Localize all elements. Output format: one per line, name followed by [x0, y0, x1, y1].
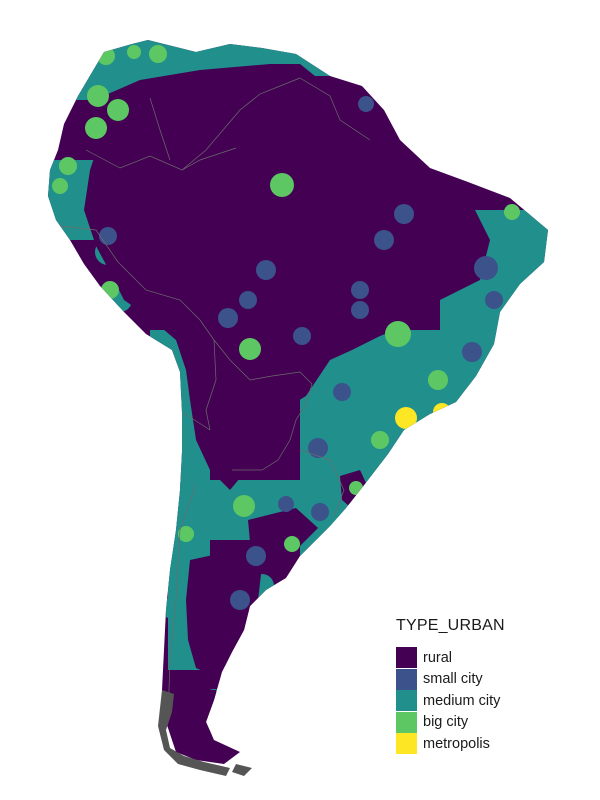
legend-label: metropolis — [423, 735, 490, 752]
legend-label: rural — [423, 649, 453, 666]
legend-item: medium city — [396, 690, 576, 712]
legend-item: rural — [396, 647, 576, 669]
legend-label: small city — [423, 671, 483, 688]
legend-swatch — [396, 733, 417, 755]
legend-label: medium city — [423, 692, 501, 709]
legend-swatch — [396, 668, 417, 690]
legend-items: rural small city medium city big city metrop… — [396, 647, 576, 755]
country-borders — [59, 77, 371, 721]
legend-label: big city — [423, 714, 469, 731]
legend: TYPE_URBAN rural small city medium city big… — [396, 617, 576, 755]
southern-islands — [158, 690, 252, 776]
legend-item: small city — [396, 668, 576, 691]
legend-title: TYPE_URBAN — [396, 617, 505, 634]
legend-swatch — [396, 647, 417, 669]
legend-swatch — [396, 690, 417, 712]
legend-item: metropolis — [396, 733, 576, 755]
big-city-hexes — [52, 45, 520, 552]
legend-swatch — [396, 711, 417, 733]
legend-item: big city — [396, 711, 576, 734]
